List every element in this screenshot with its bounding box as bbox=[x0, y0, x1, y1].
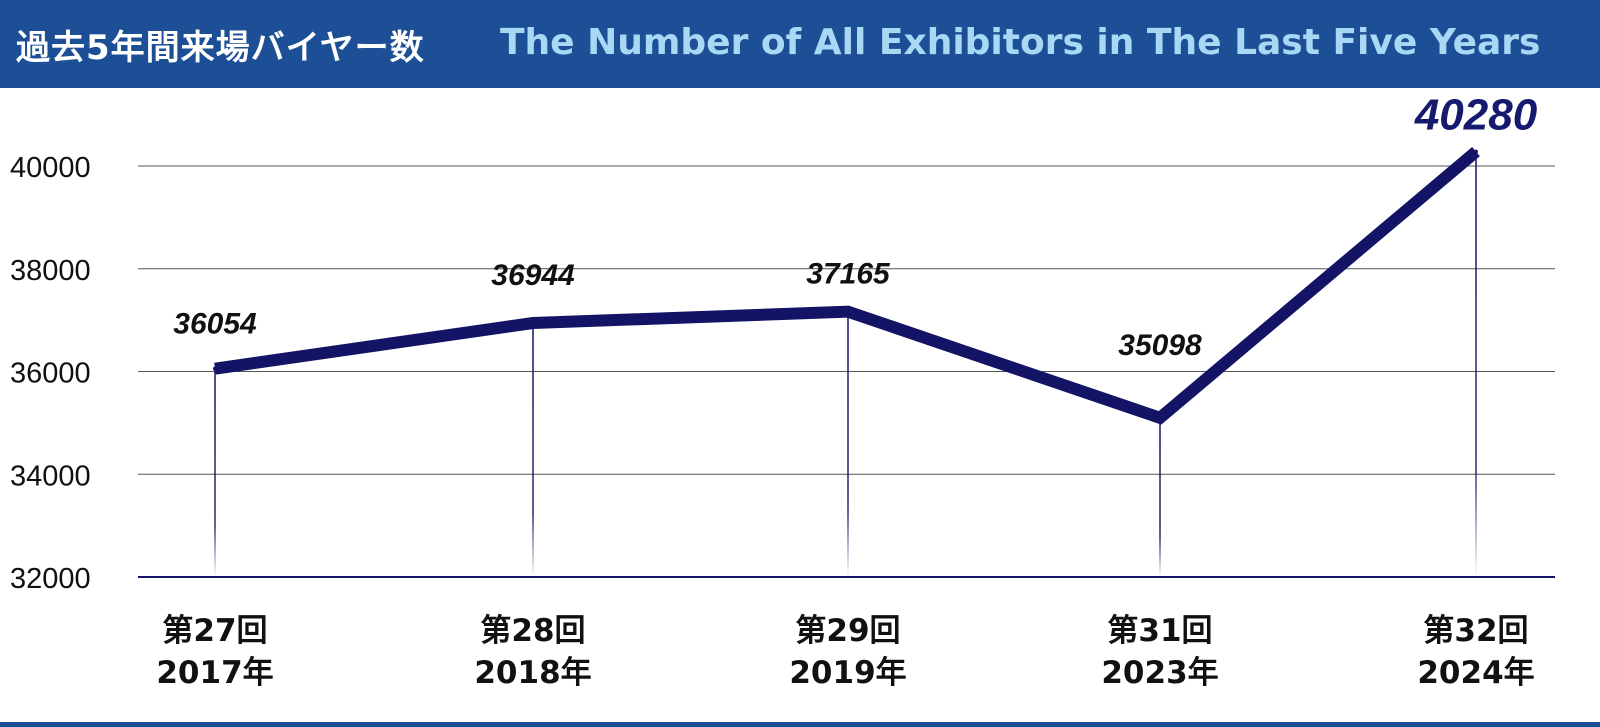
title-english: The Number of All Exhibitors in The Last… bbox=[500, 22, 1541, 63]
x-category-year: 2023年 bbox=[1101, 655, 1218, 691]
y-axis-ticks: 32000 34000 36000 38000 40000 bbox=[10, 152, 91, 595]
y-tick-label: 36000 bbox=[10, 358, 91, 390]
y-tick-label: 40000 bbox=[10, 152, 91, 184]
data-label: 36054 bbox=[173, 308, 257, 341]
data-point bbox=[531, 321, 535, 326]
data-point bbox=[213, 366, 217, 371]
x-category-edition: 第28回 bbox=[480, 613, 585, 649]
drop-line bbox=[214, 368, 216, 577]
x-category-year: 2019年 bbox=[789, 655, 906, 691]
chart-header: 過去5年間来場バイヤー数 The Number of All Exhibitor… bbox=[0, 0, 1600, 88]
x-category-edition: 第31回 bbox=[1107, 613, 1212, 649]
grid-lines bbox=[138, 165, 1555, 578]
x-category-edition: 第27回 bbox=[162, 613, 267, 649]
x-category-year: 2018年 bbox=[474, 655, 591, 691]
title-japanese: 過去5年間来場バイヤー数 bbox=[16, 28, 425, 68]
drop-lines bbox=[214, 151, 1477, 578]
drop-line bbox=[847, 311, 849, 577]
x-category-year: 2017年 bbox=[156, 655, 273, 691]
x-category-edition: 第29回 bbox=[795, 613, 900, 649]
data-label: 37165 bbox=[806, 258, 891, 291]
data-label: 35098 bbox=[1118, 329, 1202, 362]
y-tick-label: 32000 bbox=[10, 563, 91, 595]
data-point bbox=[846, 309, 850, 314]
series-line-group bbox=[213, 147, 1480, 425]
x-axis-categories: 第27回 2017年 第28回 2018年 第29回 2019年 第31回 2023年 第32回… bbox=[156, 613, 1534, 691]
drop-line bbox=[532, 323, 534, 577]
data-label: 40280 bbox=[1414, 91, 1538, 140]
x-category-year: 2024年 bbox=[1417, 655, 1534, 691]
data-point bbox=[1474, 149, 1478, 154]
drop-line bbox=[1475, 151, 1477, 578]
line-chart: 32000 34000 36000 38000 40000 36054 36944 3716… bbox=[10, 91, 1555, 691]
data-point bbox=[1158, 415, 1162, 420]
y-tick-label: 34000 bbox=[10, 460, 91, 492]
y-tick-label: 38000 bbox=[10, 255, 91, 287]
data-labels: 36054 36944 37165 35098 40280 bbox=[173, 91, 1537, 362]
data-label: 36944 bbox=[491, 259, 575, 292]
bottom-rule bbox=[0, 722, 1600, 727]
drop-line bbox=[1159, 417, 1161, 577]
x-category-edition: 第32回 bbox=[1423, 613, 1528, 649]
